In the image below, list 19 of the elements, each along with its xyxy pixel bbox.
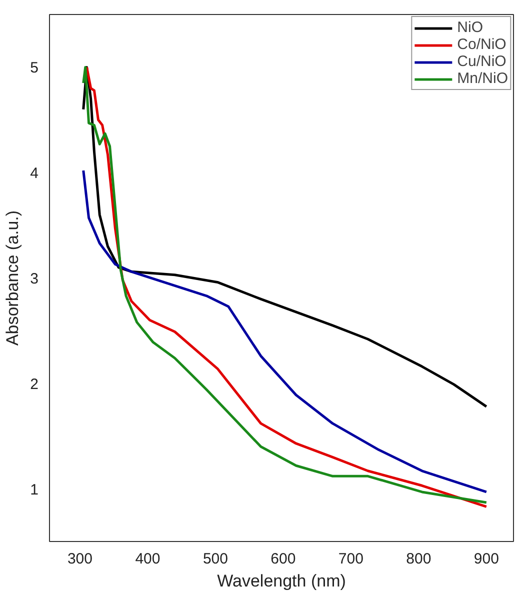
- x-tick-label: 500: [202, 550, 228, 568]
- x-tick-label: 700: [338, 550, 364, 568]
- x-tick-label: 300: [67, 550, 92, 568]
- legend-label: NiO: [457, 19, 483, 36]
- y-tick-label: 5: [30, 60, 38, 77]
- y-tick-label: 1: [30, 481, 38, 498]
- x-axis-title: Wavelength (nm): [217, 572, 346, 590]
- x-tick-label: 900: [474, 550, 499, 568]
- legend-label: Mn/NiO: [457, 70, 508, 87]
- legend-label: Cu/NiO: [457, 53, 506, 70]
- y-axis-title: Absorbance (a.u.): [3, 210, 22, 346]
- legend-label: Co/NiO: [457, 36, 506, 53]
- y-tick-label: 3: [30, 270, 38, 288]
- x-tick-label: 400: [135, 550, 160, 568]
- y-tick-label: 4: [30, 165, 38, 182]
- y-tick-label: 2: [30, 376, 38, 393]
- x-tick-label: 800: [406, 550, 432, 568]
- x-tick-label: 600: [270, 550, 296, 568]
- line-series: [82, 169, 488, 494]
